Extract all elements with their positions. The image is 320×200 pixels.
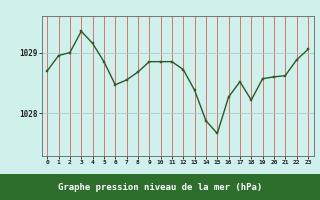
Text: Graphe pression niveau de la mer (hPa): Graphe pression niveau de la mer (hPa): [58, 182, 262, 192]
